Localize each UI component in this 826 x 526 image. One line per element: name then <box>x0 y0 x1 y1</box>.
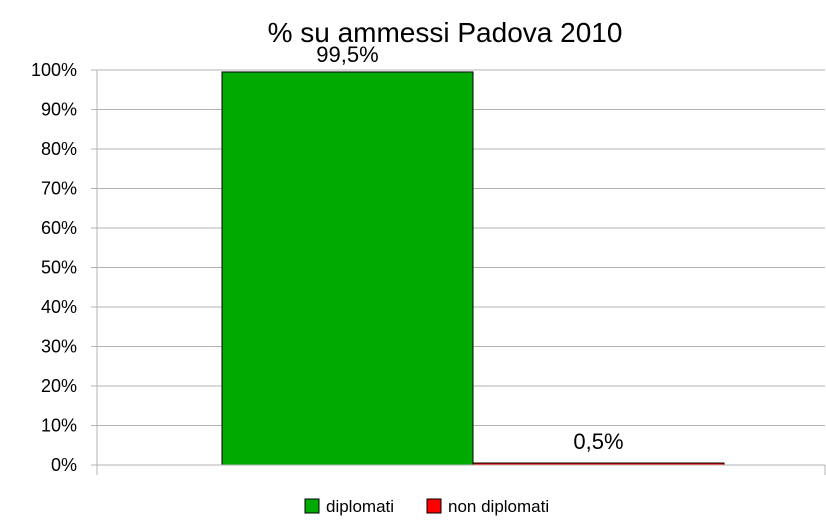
bars <box>221 71 725 466</box>
legend-item-non-diplomati: non diplomati <box>426 497 549 516</box>
axes: 0% 10% 20% 30% 40% 50% 60% 70% 80% 90% 100% <box>31 60 826 475</box>
y-tick-label: 80% <box>41 139 77 159</box>
legend-swatch <box>426 498 442 514</box>
y-tick-label: 10% <box>41 416 77 436</box>
legend-label: non diplomati <box>448 497 549 516</box>
y-tick-label: 90% <box>41 100 77 120</box>
y-tick-label: 60% <box>41 218 77 238</box>
data-label-non-diplomati: 0,5% <box>573 429 623 454</box>
data-label-diplomati: 99,5% <box>316 42 378 67</box>
chart-title: % su ammessi Padova 2010 <box>268 17 623 48</box>
y-tick-label: 40% <box>41 297 77 317</box>
y-tick-label: 30% <box>41 337 77 357</box>
legend: diplomati non diplomati <box>304 497 549 516</box>
legend-label: diplomati <box>326 497 394 516</box>
y-tick-label: 100% <box>31 60 77 80</box>
y-tick-label: 70% <box>41 179 77 199</box>
data-labels: 99,5% 0,5% <box>316 42 623 454</box>
legend-swatch <box>304 498 320 514</box>
legend-item-diplomati: diplomati <box>304 497 394 516</box>
y-tick-label: 20% <box>41 376 77 396</box>
y-tick-label: 0% <box>51 455 77 475</box>
y-tick-label: 50% <box>41 258 77 278</box>
bar-diplomati <box>221 71 474 466</box>
